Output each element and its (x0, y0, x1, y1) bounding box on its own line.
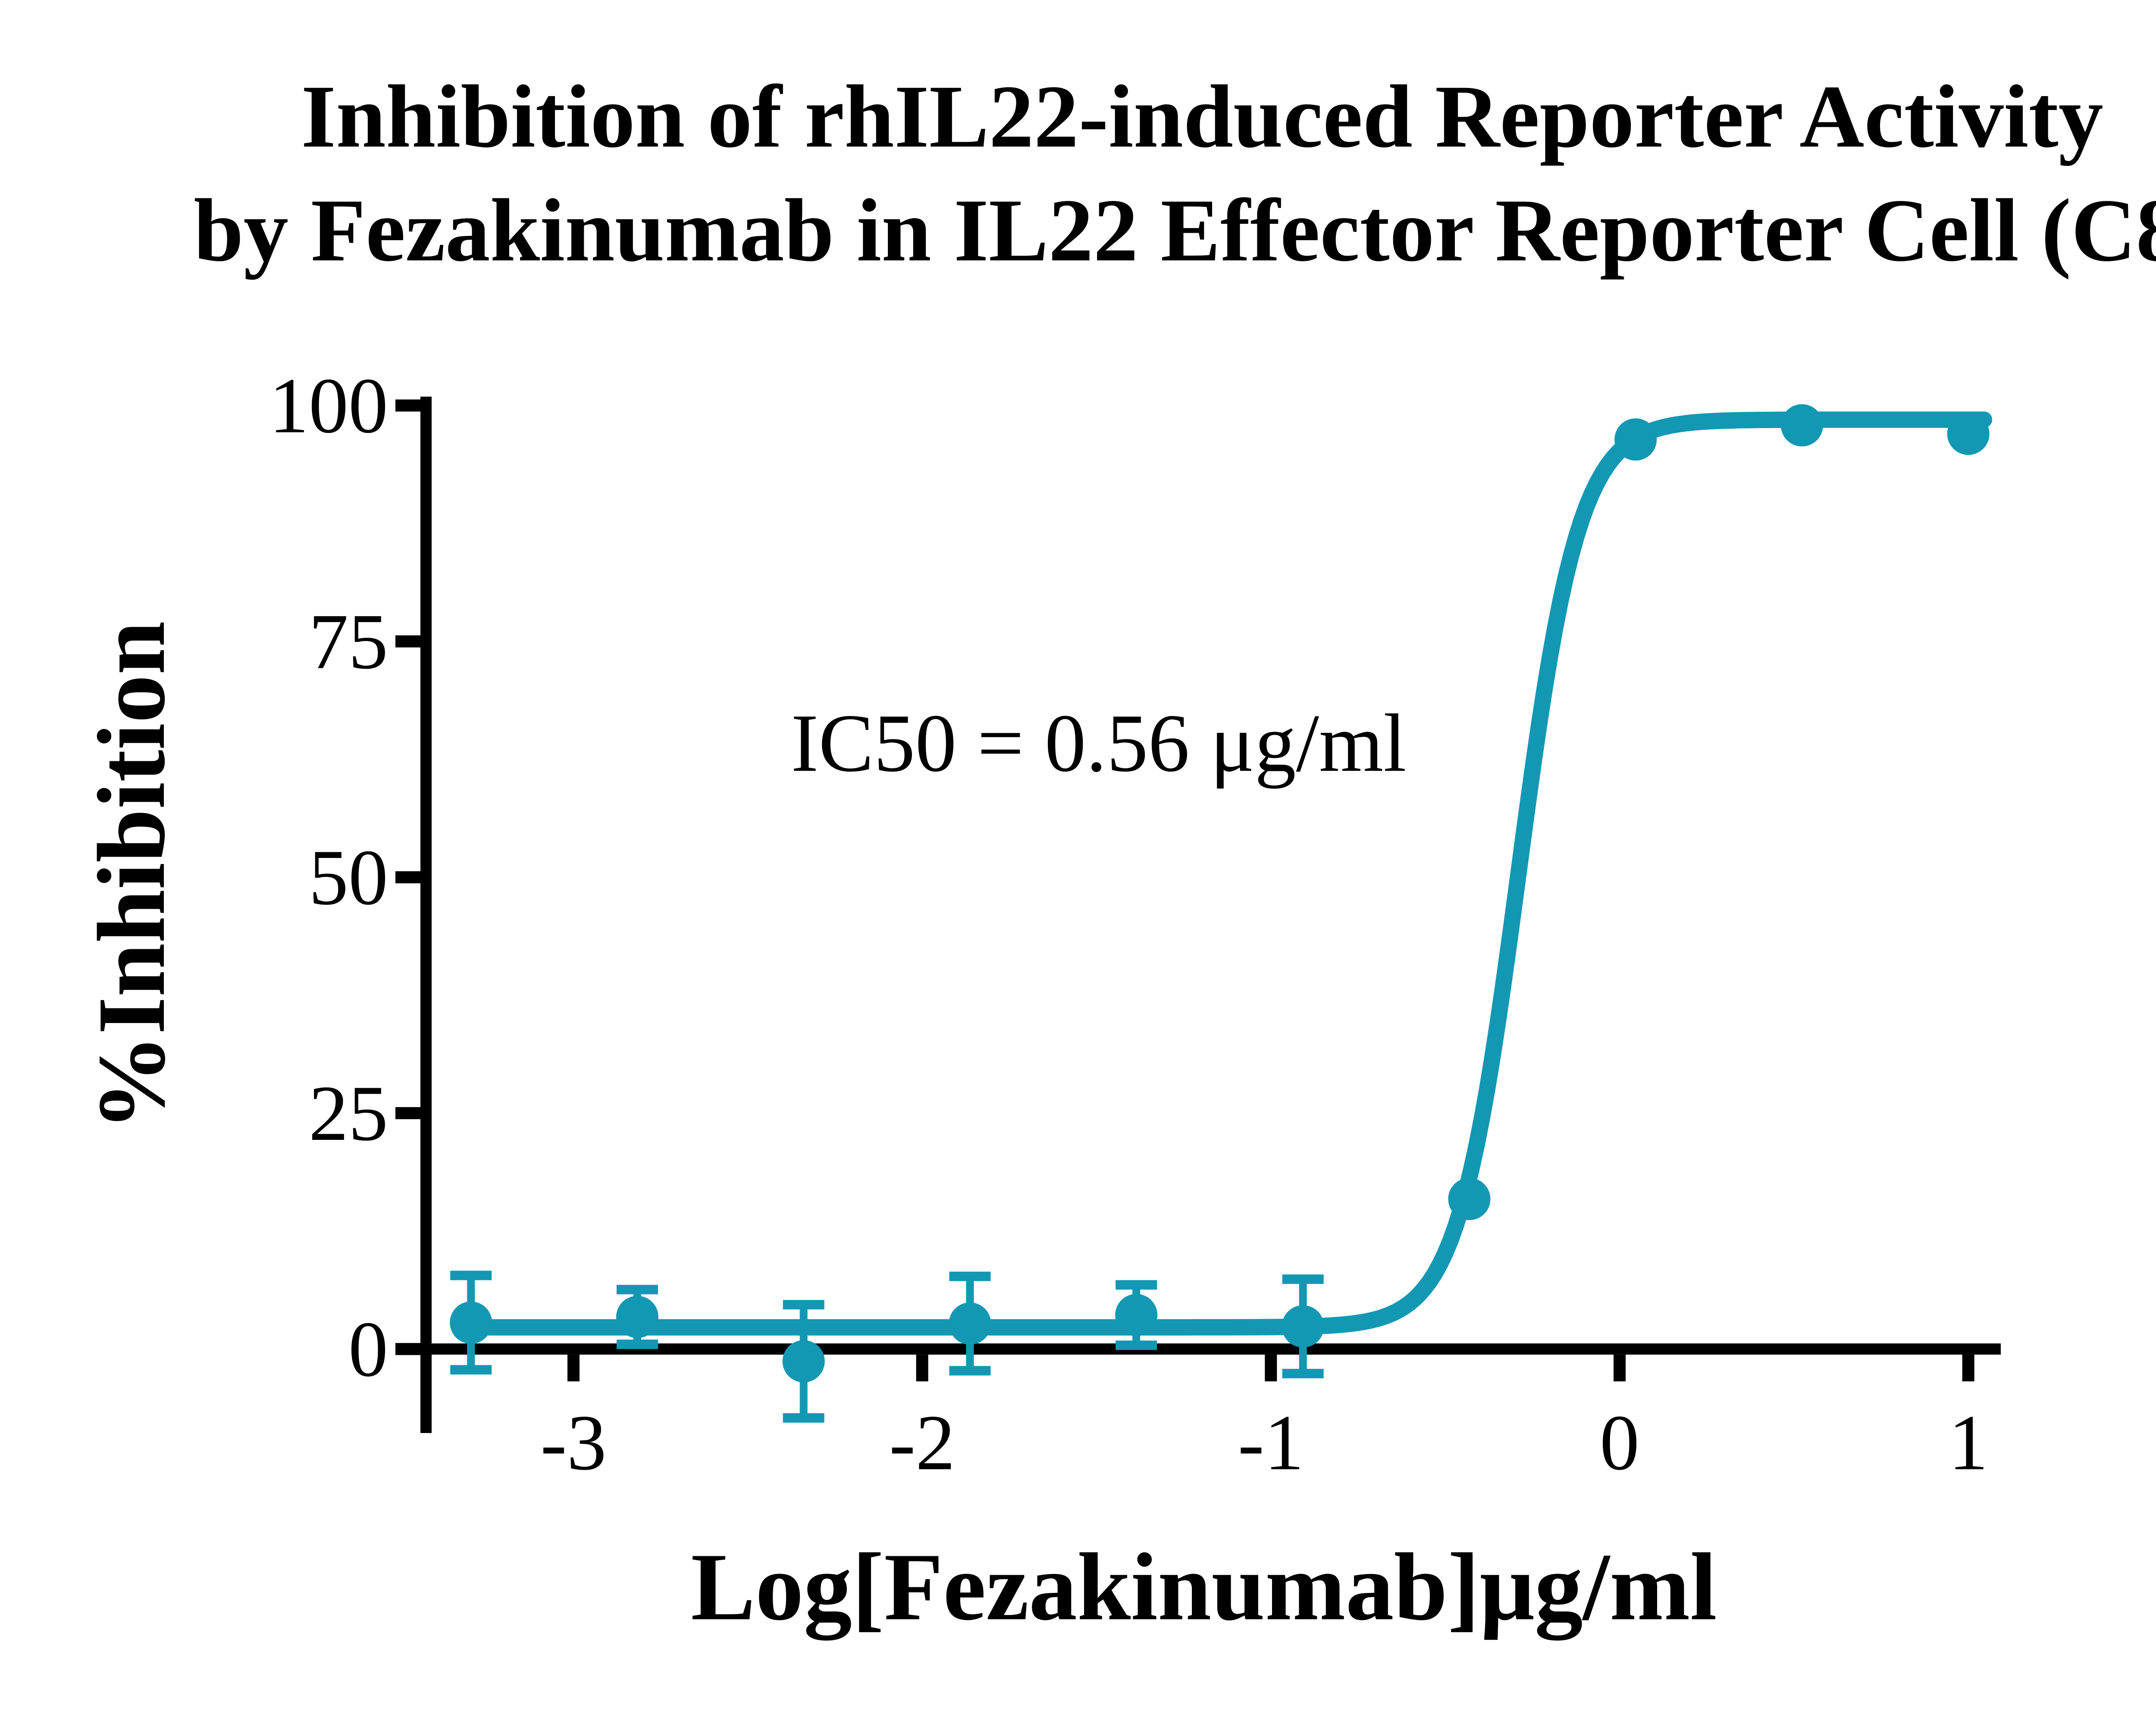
data-point (782, 1340, 825, 1383)
y-axis-title: %Inhibition (78, 621, 185, 1131)
error-bar-cap-top (783, 1300, 824, 1310)
error-bar-cap-bottom (1282, 1369, 1324, 1379)
data-point (1448, 1178, 1491, 1220)
x-tick-label: 0 (1600, 1399, 1639, 1486)
data-point (949, 1302, 991, 1345)
data-point (1780, 404, 1823, 447)
error-bar-cap-top (616, 1285, 658, 1295)
y-tick (395, 1107, 420, 1120)
error-bar-cap-bottom (783, 1413, 824, 1423)
error-bar-cap-bottom (616, 1339, 658, 1349)
chart-title: Inhibition of rhIL22-induced Reporter Ac… (0, 62, 2156, 290)
x-tick (1962, 1355, 1974, 1382)
data-point (1282, 1305, 1324, 1348)
error-bar-cap-top (949, 1271, 991, 1281)
x-tick (916, 1355, 928, 1382)
data-point (1947, 413, 1990, 455)
data-point (1115, 1294, 1158, 1336)
x-tick-label: 1 (1949, 1399, 1988, 1486)
error-bar-cap-top (450, 1270, 492, 1280)
data-point (1614, 418, 1657, 461)
fit-curve (454, 411, 1993, 1336)
x-tick-label: -3 (540, 1399, 606, 1486)
error-bar-cap-top (1116, 1280, 1157, 1290)
y-tick-label: 25 (309, 1069, 388, 1157)
chart-title-line2: by Fezakinumab in IL22 Effector Reporter… (194, 183, 2156, 281)
x-axis-line (402, 1343, 2001, 1355)
y-tick (395, 1343, 420, 1355)
y-tick (395, 871, 420, 883)
error-bar-cap-bottom (450, 1365, 492, 1375)
error-bar-cap-bottom (949, 1366, 991, 1376)
axes-group: -3 -2 -1 0 1 0 25 50 75 100 (269, 362, 2001, 1486)
y-tick (395, 635, 420, 648)
y-axis-line (420, 397, 432, 1433)
chart-title-line1: Inhibition of rhIL22-induced Reporter Ac… (301, 69, 2103, 167)
data-point (616, 1295, 658, 1338)
data-point (450, 1301, 492, 1344)
y-tick (395, 399, 420, 412)
x-tick (1265, 1355, 1277, 1382)
series-group (450, 404, 1993, 1423)
ic50-annotation: IC50 = 0.56 μg/ml (791, 697, 1406, 789)
error-bar-cap-bottom (1116, 1340, 1157, 1350)
x-tick (1614, 1355, 1626, 1382)
y-tick-label: 75 (309, 598, 388, 685)
x-tick-label: -2 (889, 1399, 955, 1486)
x-tick (567, 1355, 580, 1382)
x-axis-title: Log[Fezakinumab]μg/ml (691, 1533, 1717, 1641)
y-tick-label: 100 (269, 362, 388, 450)
error-bar-cap-top (1282, 1274, 1324, 1284)
x-tick-label: -1 (1238, 1399, 1304, 1486)
y-tick-label: 0 (348, 1305, 388, 1393)
y-tick-label: 50 (309, 833, 388, 921)
